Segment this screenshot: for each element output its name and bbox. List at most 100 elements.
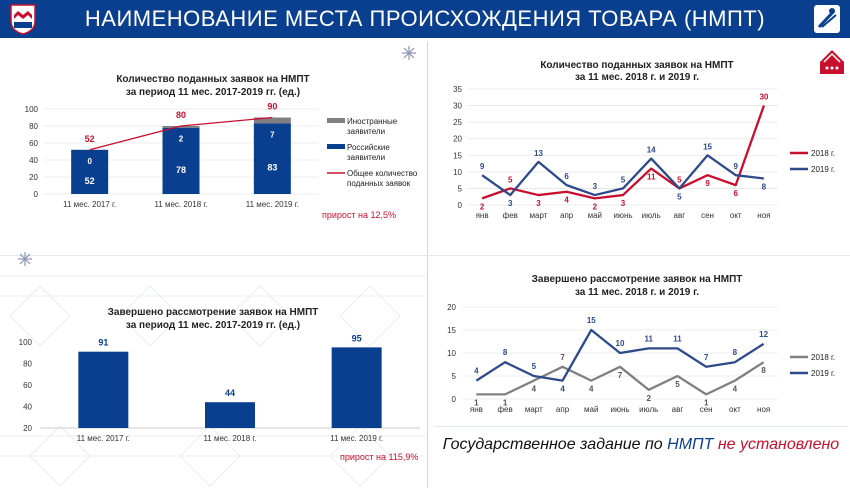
x-tick-label: апр (556, 405, 570, 414)
value-label-s2019: 5 (677, 192, 682, 201)
value-label-total: 80 (176, 110, 186, 120)
x-tick-label: июнь (610, 405, 629, 414)
value-label-s2018: 2 (480, 202, 485, 211)
legend-2018: 2018 г. (811, 353, 835, 362)
x-tick-label: 11 мес. 2018 г. (154, 200, 207, 209)
value-label-s2018: 2 (593, 202, 598, 211)
value-label-s2019: 13 (534, 149, 543, 158)
bar-completed (205, 402, 255, 428)
legend-foreign-line2: заявители (347, 127, 385, 136)
x-tick-label: 11 мес. 2017 г. (63, 200, 116, 209)
footer-text-part2: НМПТ (667, 436, 713, 453)
value-label-russian: 52 (85, 176, 95, 186)
x-tick-label: май (584, 405, 598, 414)
x-tick-label: окт (730, 211, 742, 220)
x-tick-label: фев (503, 211, 518, 220)
growth-label-applications: прирост на 12,5% (322, 210, 396, 220)
x-tick-label: 11 мес. 2017 г. (77, 434, 130, 443)
legend-foreign-line1: Иностранные (347, 117, 398, 126)
x-tick-label: апр (560, 211, 574, 220)
footer-note: Государственное задание по НМПТ не устан… (434, 436, 848, 454)
value-label-s2018: 9 (705, 179, 710, 188)
value-label-s2018: 4 (589, 385, 594, 394)
value-label-s2018: 4 (733, 385, 738, 394)
value-label-s2018: 7 (618, 371, 623, 380)
y-tick-label: 40 (23, 403, 32, 412)
value-label-s2019: 5 (532, 362, 537, 371)
growth-label-completed: прирост на 115,9% (340, 452, 418, 462)
value-label-s2018: 5 (508, 175, 513, 184)
y-tick-label: 10 (447, 349, 456, 358)
chart-title-line1: Завершено рассмотрение заявок на НМПТ (532, 274, 743, 285)
value-label-s2019: 10 (616, 339, 625, 348)
y-tick-label: 15 (453, 151, 462, 160)
value-label-s2018: 5 (675, 380, 680, 389)
legend-swatch-russian (327, 144, 345, 149)
value-label-s2019: 9 (480, 162, 485, 171)
legend-total-line1: Общее количество (347, 169, 418, 178)
value-label-s2018: 1 (704, 398, 709, 407)
x-tick-label: 11 мес. 2019 г. (246, 200, 299, 209)
value-label-s2018: 6 (734, 189, 739, 198)
x-tick-label: март (525, 405, 543, 414)
legend-russian-line1: Российские (347, 143, 390, 152)
x-tick-label: 11 мес. 2018 г. (203, 434, 256, 443)
value-label-s2018: 1 (503, 398, 508, 407)
series-line-s2018 (482, 106, 764, 199)
footer-text-part3: не установлено (713, 436, 839, 453)
legend-swatch-foreign (327, 118, 345, 123)
x-tick-label: июнь (613, 211, 632, 220)
x-tick-label: март (530, 211, 548, 220)
value-label-s2019: 8 (503, 348, 508, 357)
chart-applications-2017-2019: Количество поданных заявок на НМПТ за пе… (0, 42, 425, 254)
legend-2019: 2019 г. (811, 165, 835, 174)
y-tick-label: 30 (453, 102, 462, 111)
x-tick-label: ноя (757, 211, 770, 220)
value-label-russian: 78 (176, 165, 186, 175)
x-tick-label: сен (701, 211, 714, 220)
value-label-s2019: 4 (560, 385, 565, 394)
y-tick-label: 0 (452, 395, 457, 404)
value-label-foreign: 2 (179, 135, 184, 144)
value-label-s2019: 7 (704, 353, 709, 362)
legend-2019: 2019 г. (811, 369, 835, 378)
value-label-s2019: 3 (508, 199, 513, 208)
chart-title-line2: за период 11 мес. 2017-2019 гг. (ед.) (126, 320, 300, 331)
value-label-s2018: 30 (759, 93, 768, 102)
value-label-s2018: 3 (621, 199, 626, 208)
value-label: 44 (225, 388, 235, 398)
y-tick-label: 100 (19, 338, 33, 347)
chart-title-line2: за 11 мес. 2018 г. и 2019 г. (575, 287, 699, 298)
value-label-s2019: 8 (733, 348, 738, 357)
x-tick-label: июль (639, 405, 658, 414)
x-tick-label: 11 мес. 2019 г. (330, 434, 383, 443)
x-tick-label: июль (642, 211, 661, 220)
value-label-s2019: 6 (564, 172, 569, 181)
chart-title-line2: за 11 мес. 2018 г. и 2019 г. (575, 72, 699, 83)
value-label-s2018: 3 (536, 199, 541, 208)
value-label-foreign: 7 (270, 130, 275, 139)
y-tick-label: 15 (447, 326, 456, 335)
x-tick-label: май (588, 211, 602, 220)
value-label-s2018: 7 (560, 353, 565, 362)
value-label-s2019: 3 (593, 182, 598, 191)
value-label-s2019: 8 (762, 182, 767, 191)
value-label-s2019: 12 (759, 330, 768, 339)
chart-applications-monthly: Количество поданных заявок на НМПТ за 11… (428, 42, 850, 254)
value-label-s2018: 2 (647, 394, 652, 403)
legend-2018: 2018 г. (811, 149, 835, 158)
value-label-s2018: 1 (474, 398, 479, 407)
y-tick-label: 35 (453, 85, 462, 94)
y-tick-label: 10 (453, 168, 462, 177)
x-tick-label: окт (729, 405, 741, 414)
value-label-s2019: 15 (703, 142, 712, 151)
chart-title-line1: Количество поданных заявок на НМПТ (540, 60, 733, 71)
y-tick-label: 0 (458, 201, 463, 210)
x-tick-label: янв (476, 211, 489, 220)
value-label: 95 (352, 333, 362, 343)
value-label-s2019: 14 (647, 146, 656, 155)
value-label-s2019: 4 (474, 367, 479, 376)
bar-completed (332, 347, 382, 428)
value-label-s2019: 5 (621, 175, 626, 184)
y-tick-label: 5 (452, 372, 457, 381)
